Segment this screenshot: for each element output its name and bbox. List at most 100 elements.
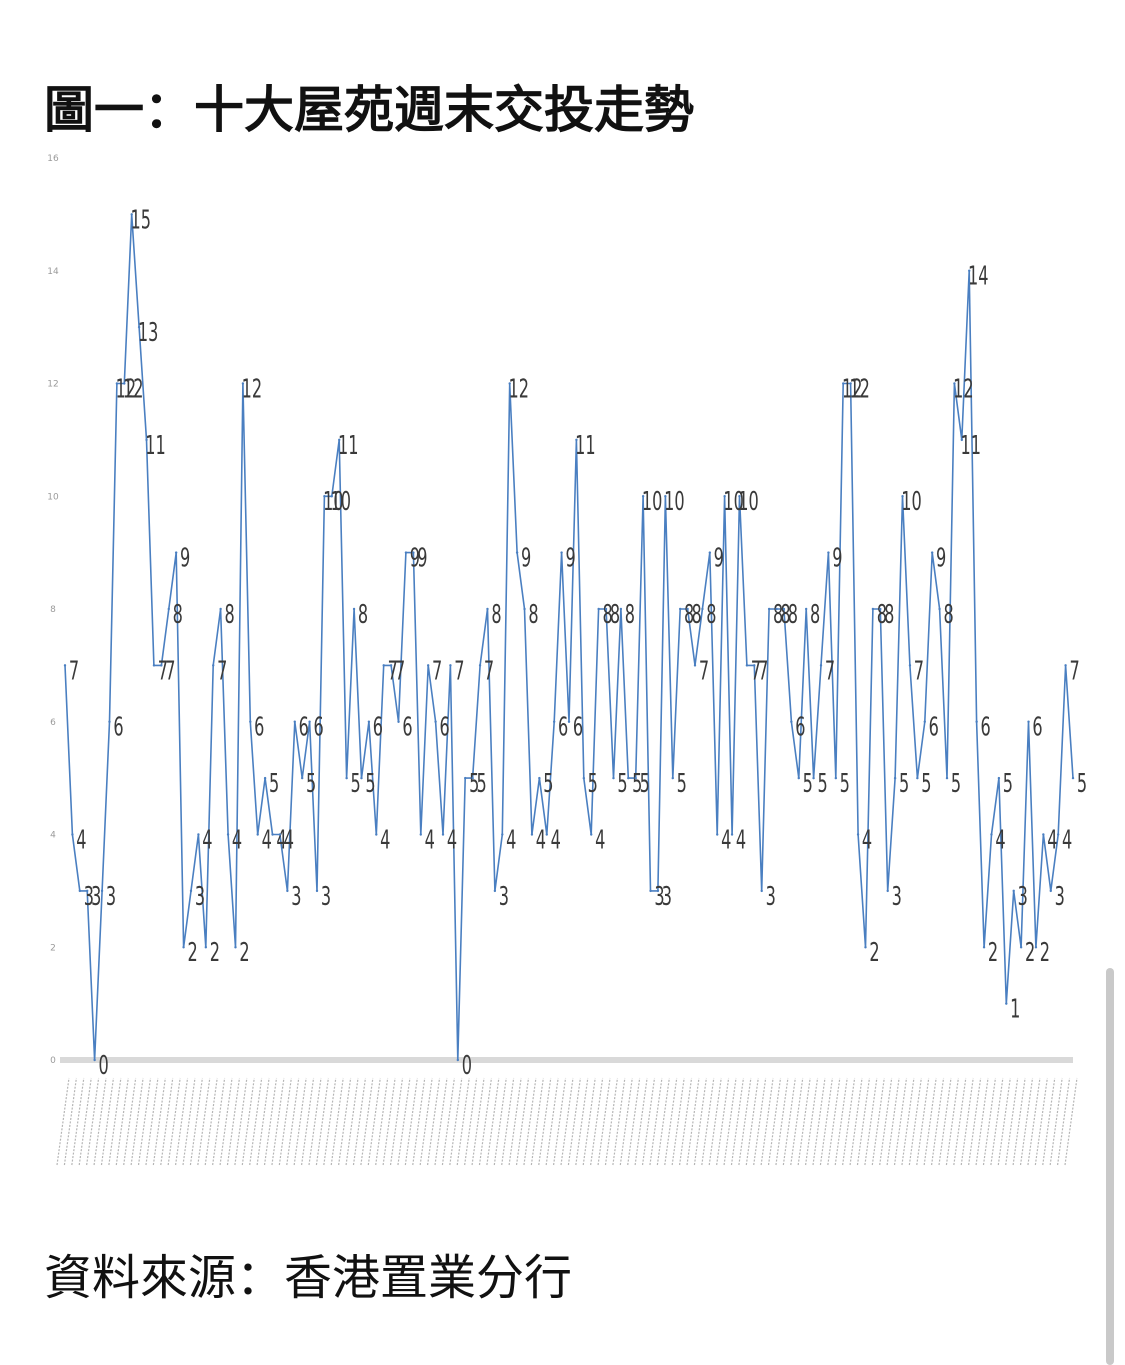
data-label: 3 bbox=[321, 882, 331, 912]
x-tick-label-mark bbox=[352, 1077, 367, 1166]
data-point bbox=[375, 833, 378, 836]
x-tick-label-mark bbox=[864, 1077, 878, 1166]
data-label: 5 bbox=[640, 769, 650, 799]
data-label: 6 bbox=[402, 713, 412, 743]
y-tick-label: 8 bbox=[50, 605, 56, 615]
x-tick-label-mark bbox=[1012, 1077, 1026, 1166]
data-point bbox=[819, 664, 823, 667]
x-tick-label-mark bbox=[241, 1077, 255, 1166]
data-label: 7 bbox=[454, 657, 464, 687]
data-label: 7 bbox=[158, 657, 168, 687]
data-label: 10 bbox=[664, 487, 685, 517]
data-point bbox=[671, 776, 674, 780]
x-tick-label-mark bbox=[367, 1077, 381, 1166]
x-tick-label-mark bbox=[441, 1077, 456, 1166]
data-label: 6 bbox=[313, 713, 323, 743]
data-label: 1 bbox=[1010, 995, 1020, 1025]
data-point bbox=[730, 833, 734, 836]
data-label: 7 bbox=[825, 657, 835, 687]
data-label: 7 bbox=[388, 657, 398, 687]
data-label: 5 bbox=[269, 769, 279, 799]
data-label: 10 bbox=[331, 487, 352, 517]
x-tick-label-mark bbox=[790, 1077, 804, 1166]
x-tick-label-mark bbox=[767, 1077, 782, 1166]
x-tick-label-mark bbox=[419, 1077, 433, 1166]
data-label: 4 bbox=[1047, 826, 1057, 856]
data-label: 9 bbox=[521, 544, 531, 574]
y-tick-label: 6 bbox=[50, 718, 56, 728]
data-point bbox=[360, 776, 363, 780]
x-tick-label-mark bbox=[249, 1077, 263, 1166]
x-tick-label-mark bbox=[71, 1077, 85, 1166]
data-label: 4 bbox=[380, 826, 390, 856]
data-point bbox=[1012, 889, 1015, 893]
data-label: 9 bbox=[565, 544, 575, 574]
x-tick-label-mark bbox=[842, 1077, 856, 1166]
data-point bbox=[1034, 946, 1038, 949]
data-point bbox=[167, 607, 170, 611]
x-tick-label-mark bbox=[219, 1077, 233, 1166]
data-point bbox=[716, 833, 719, 836]
data-point bbox=[197, 833, 200, 836]
data-point bbox=[538, 776, 541, 780]
data-label: 8 bbox=[773, 600, 783, 630]
x-tick-label-mark bbox=[137, 1077, 152, 1166]
data-label: 12 bbox=[849, 375, 870, 405]
data-label: 4 bbox=[536, 826, 546, 856]
data-label: 3 bbox=[662, 882, 672, 912]
y-tick-label: 4 bbox=[50, 831, 56, 841]
data-point bbox=[108, 720, 111, 723]
data-point bbox=[137, 325, 141, 329]
x-tick-label-mark bbox=[330, 1077, 344, 1166]
data-point bbox=[234, 946, 237, 949]
x-tick-label-mark bbox=[627, 1077, 641, 1166]
data-point bbox=[93, 1058, 96, 1062]
x-tick-label-mark bbox=[515, 1077, 530, 1166]
data-point bbox=[678, 607, 682, 611]
x-tick-label-mark bbox=[893, 1077, 908, 1166]
x-tick-label-mark bbox=[960, 1077, 974, 1166]
x-tick-label-mark bbox=[604, 1077, 619, 1166]
data-label: 6 bbox=[113, 713, 123, 743]
data-point bbox=[182, 946, 185, 949]
x-tick-label-mark bbox=[938, 1077, 952, 1166]
x-tick-label-mark bbox=[1064, 1077, 1078, 1166]
data-point bbox=[419, 833, 422, 836]
data-point bbox=[938, 607, 941, 611]
x-tick-label-mark bbox=[412, 1077, 426, 1166]
data-point bbox=[100, 889, 104, 893]
data-label: 6 bbox=[929, 713, 939, 743]
y-tick-label: 10 bbox=[47, 492, 59, 502]
x-tick-label-mark bbox=[856, 1077, 871, 1166]
x-tick-label-mark bbox=[812, 1077, 826, 1166]
data-label: 7 bbox=[751, 657, 761, 687]
x-tick-label-mark bbox=[508, 1077, 522, 1166]
x-tick-label-mark bbox=[397, 1077, 411, 1166]
data-point bbox=[990, 833, 993, 836]
data-point bbox=[641, 495, 645, 498]
data-point bbox=[760, 889, 763, 893]
data-label: 5 bbox=[951, 769, 961, 799]
data-label: 6 bbox=[1032, 713, 1042, 743]
data-point bbox=[397, 720, 400, 723]
y-tick-label: 0 bbox=[50, 1056, 56, 1066]
data-label: 8 bbox=[706, 600, 716, 630]
data-label: 3 bbox=[499, 882, 509, 912]
data-label: 0 bbox=[99, 1051, 109, 1081]
data-label: 4 bbox=[506, 826, 516, 856]
x-tick-label-mark bbox=[641, 1077, 656, 1166]
data-point bbox=[1071, 776, 1075, 780]
data-point bbox=[456, 1058, 460, 1062]
data-point bbox=[864, 946, 867, 949]
data-label: 0 bbox=[462, 1051, 472, 1081]
vertical-scrollbar[interactable] bbox=[1106, 968, 1114, 1365]
data-point bbox=[708, 551, 712, 554]
data-label: 3 bbox=[654, 882, 664, 912]
x-tick-label-mark bbox=[567, 1077, 582, 1166]
data-point bbox=[130, 213, 133, 216]
data-label: 8 bbox=[225, 600, 235, 630]
data-point bbox=[664, 495, 667, 498]
x-tick-label-mark bbox=[63, 1077, 78, 1166]
data-point bbox=[278, 833, 282, 836]
data-point bbox=[471, 776, 474, 780]
